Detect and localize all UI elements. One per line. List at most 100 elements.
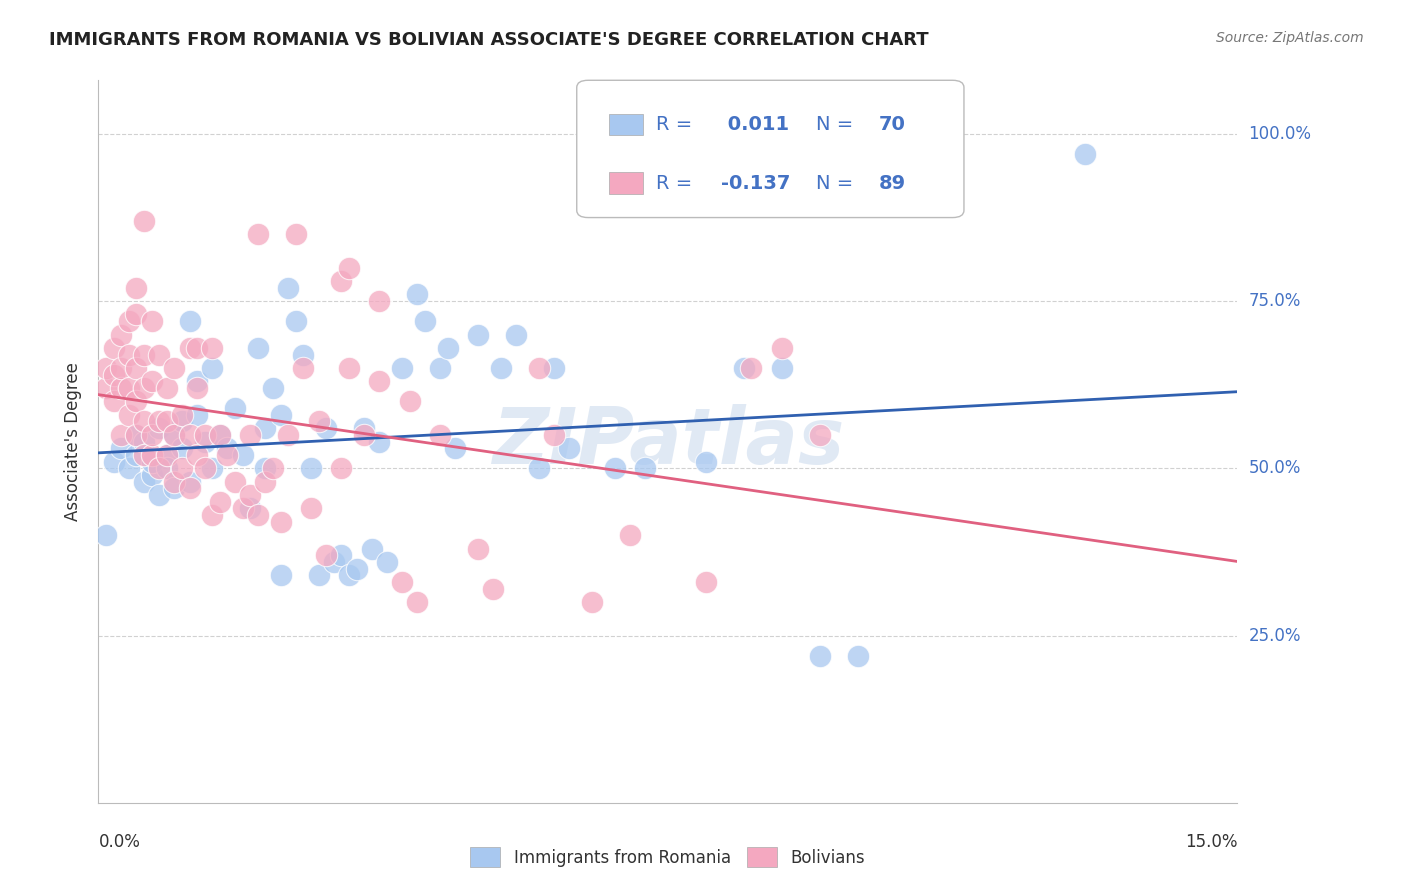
Point — [156, 381, 179, 395]
Point — [132, 475, 155, 489]
Point — [125, 394, 148, 409]
Point — [527, 461, 550, 475]
Point — [770, 361, 793, 376]
Point — [118, 381, 141, 395]
Point — [467, 327, 489, 342]
Text: 0.011: 0.011 — [721, 115, 790, 134]
Point — [103, 455, 125, 469]
Point — [375, 555, 398, 569]
Text: IMMIGRANTS FROM ROMANIA VS BOLIVIAN ASSOCIATE'S DEGREE CORRELATION CHART: IMMIGRANTS FROM ROMANIA VS BOLIVIAN ASSO… — [49, 31, 929, 49]
Text: 75.0%: 75.0% — [1249, 292, 1301, 310]
Point — [254, 475, 277, 489]
Point — [103, 341, 125, 355]
Point — [444, 442, 467, 455]
Point — [224, 475, 246, 489]
Point — [194, 461, 217, 475]
Point — [148, 421, 170, 435]
Point — [292, 348, 315, 362]
Point — [148, 461, 170, 475]
Point — [527, 361, 550, 376]
Point — [141, 455, 163, 469]
Point — [239, 427, 262, 442]
Point — [391, 361, 413, 376]
Point — [337, 568, 360, 582]
Point — [170, 408, 193, 422]
Text: 100.0%: 100.0% — [1249, 125, 1312, 143]
Y-axis label: Associate's Degree: Associate's Degree — [65, 362, 83, 521]
Point — [179, 427, 201, 442]
Point — [110, 327, 132, 342]
Point — [368, 375, 391, 389]
Point — [360, 541, 382, 556]
Point — [581, 595, 603, 609]
Point — [179, 475, 201, 489]
Point — [170, 414, 193, 429]
Point — [277, 427, 299, 442]
Point — [186, 375, 208, 389]
Point — [246, 508, 269, 523]
Text: 0.0%: 0.0% — [98, 833, 141, 851]
Point — [232, 448, 254, 462]
Point — [270, 568, 292, 582]
Point — [201, 341, 224, 355]
Point — [406, 287, 429, 301]
Point — [353, 421, 375, 435]
Point — [163, 427, 186, 442]
Point — [103, 368, 125, 382]
Legend: Immigrants from Romania, Bolivians: Immigrants from Romania, Bolivians — [471, 847, 865, 867]
Point — [254, 421, 277, 435]
Point — [246, 227, 269, 242]
Point — [330, 461, 353, 475]
Point — [141, 375, 163, 389]
Point — [808, 427, 831, 442]
Point — [125, 281, 148, 295]
Point — [398, 394, 420, 409]
Point — [110, 361, 132, 376]
Point — [132, 214, 155, 228]
Point — [558, 442, 581, 455]
Text: 15.0%: 15.0% — [1185, 833, 1237, 851]
Point — [141, 467, 163, 482]
Point — [740, 361, 762, 376]
Point — [299, 501, 322, 516]
Point — [125, 427, 148, 442]
Text: N =: N = — [815, 115, 859, 134]
Point — [262, 461, 284, 475]
Text: 25.0%: 25.0% — [1249, 626, 1301, 645]
Point — [482, 582, 505, 596]
Point — [132, 448, 155, 462]
Point — [179, 341, 201, 355]
Point — [186, 381, 208, 395]
Point — [186, 341, 208, 355]
Point — [292, 361, 315, 376]
Point — [132, 414, 155, 429]
Point — [368, 434, 391, 449]
Point — [163, 482, 186, 496]
Point — [270, 408, 292, 422]
Point — [619, 528, 641, 542]
Point — [232, 501, 254, 516]
Point — [170, 442, 193, 455]
Point — [132, 381, 155, 395]
Point — [406, 595, 429, 609]
Point — [330, 548, 353, 563]
Point — [125, 361, 148, 376]
Point — [163, 427, 186, 442]
Point — [391, 575, 413, 590]
Bar — [609, 172, 643, 194]
Point — [254, 461, 277, 475]
Point — [330, 274, 353, 288]
Point — [179, 482, 201, 496]
Point — [346, 562, 368, 576]
Point — [148, 414, 170, 429]
Point — [337, 260, 360, 275]
Point — [110, 427, 132, 442]
Point — [110, 442, 132, 455]
Point — [94, 361, 117, 376]
Point — [413, 314, 436, 328]
Point — [239, 488, 262, 502]
Point — [337, 361, 360, 376]
Point — [634, 461, 657, 475]
Text: R =: R = — [657, 174, 699, 193]
Point — [808, 648, 831, 663]
